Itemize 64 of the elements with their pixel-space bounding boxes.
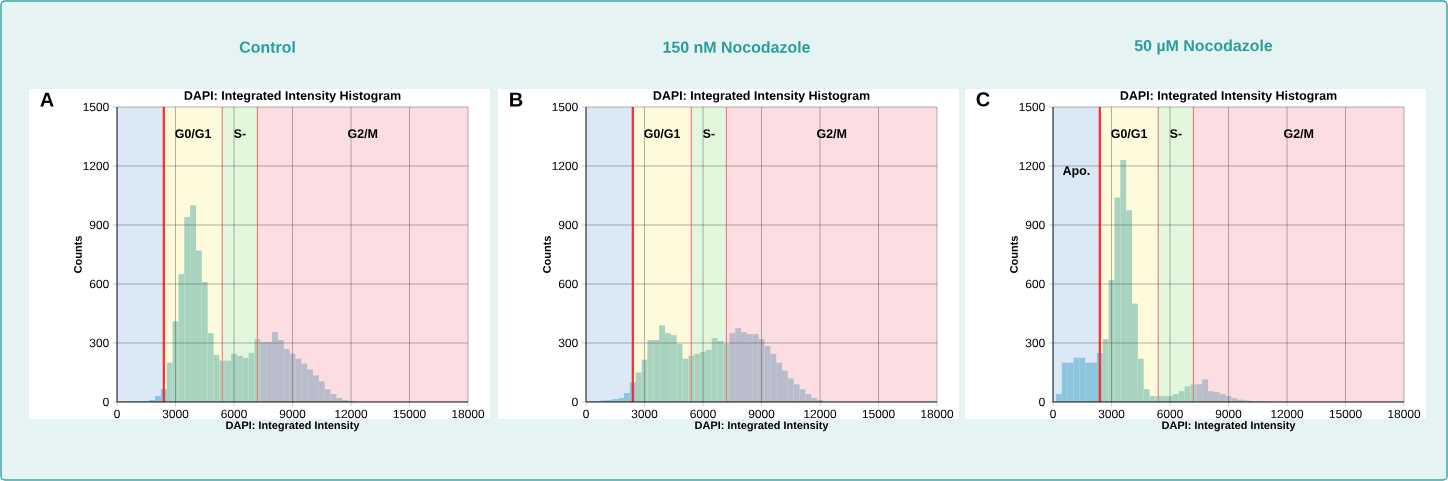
x-tick-label: 15000 bbox=[862, 409, 895, 419]
x-tick-label: 6000 bbox=[221, 409, 247, 419]
band-label: G0/G1 bbox=[175, 128, 212, 139]
x-axis-title: DAPI: Integrated Intensity bbox=[1162, 421, 1296, 432]
x-tick-label: 0 bbox=[114, 409, 120, 419]
y-tick-label: 0 bbox=[1039, 397, 1045, 407]
y-tick-label: 1500 bbox=[1019, 102, 1045, 112]
band-label: G0/G1 bbox=[1111, 128, 1148, 139]
x-tick-label: 0 bbox=[1050, 409, 1056, 419]
x-tick-label: 6000 bbox=[690, 409, 716, 419]
chart-title: 150 nM Nocodazole bbox=[663, 41, 810, 53]
y-tick-label: 1200 bbox=[83, 161, 109, 171]
y-tick-label: 300 bbox=[558, 338, 578, 348]
y-tick-label: 1500 bbox=[83, 102, 109, 112]
y-tick-label: 600 bbox=[89, 279, 109, 289]
x-axis-title: DAPI: Integrated Intensity bbox=[695, 421, 829, 432]
y-tick-label: 300 bbox=[1025, 338, 1045, 348]
y-tick-label: 900 bbox=[1025, 220, 1045, 230]
text: C bbox=[976, 92, 990, 107]
band-label: G0/G1 bbox=[644, 128, 681, 139]
y-tick-label: 1200 bbox=[1019, 161, 1045, 171]
x-tick-label: 9000 bbox=[748, 409, 775, 419]
x-tick-label: 0 bbox=[583, 409, 589, 419]
chart-title: Control bbox=[239, 41, 295, 53]
x-tick-label: 12000 bbox=[335, 409, 368, 419]
y-tick-label: 900 bbox=[89, 220, 109, 230]
y-tick-label: 300 bbox=[89, 338, 109, 348]
y-tick-label: 1200 bbox=[552, 161, 578, 171]
band-label: Apo. bbox=[1062, 166, 1090, 178]
y-tick-label: 1500 bbox=[552, 102, 578, 112]
x-tick-label: 9000 bbox=[1215, 409, 1242, 419]
band-label: G2/M bbox=[348, 128, 378, 139]
y-tick-label: 600 bbox=[1025, 279, 1045, 289]
band-label: S- bbox=[703, 129, 715, 138]
text: A bbox=[40, 92, 54, 107]
x-tick-label: 3000 bbox=[162, 409, 189, 419]
x-tick-label: 18000 bbox=[921, 409, 954, 419]
x-tick-label: 15000 bbox=[393, 409, 426, 419]
y-tick-label: 0 bbox=[572, 397, 578, 407]
y-tick-label: 0 bbox=[103, 397, 109, 407]
x-axis-title: DAPI: Integrated Intensity bbox=[226, 421, 360, 432]
y-tick-label: 600 bbox=[558, 279, 578, 289]
text: B bbox=[510, 92, 523, 107]
band-label: S- bbox=[1170, 129, 1182, 138]
band-label: G2/M bbox=[817, 128, 847, 139]
y-tick-label: 900 bbox=[558, 220, 578, 230]
x-tick-label: 12000 bbox=[1271, 409, 1304, 419]
x-tick-label: 3000 bbox=[631, 409, 658, 419]
y-axis-title: Counts bbox=[543, 236, 551, 273]
x-tick-label: 3000 bbox=[1098, 409, 1125, 419]
x-tick-label: 6000 bbox=[1157, 409, 1183, 419]
band-label: S- bbox=[234, 129, 246, 138]
x-tick-label: 18000 bbox=[452, 409, 485, 419]
y-axis-title: Counts bbox=[1010, 236, 1018, 273]
y-axis-title: Counts bbox=[74, 236, 82, 273]
x-tick-label: 18000 bbox=[1388, 409, 1421, 419]
x-tick-label: 12000 bbox=[804, 409, 837, 419]
chart-subtitle: DAPI: Integrated Intensity Histogram bbox=[184, 90, 401, 103]
band-label: G2/M bbox=[1284, 128, 1314, 139]
chart-subtitle: DAPI: Integrated Intensity Histogram bbox=[1120, 90, 1337, 103]
chart-subtitle: DAPI: Integrated Intensity Histogram bbox=[653, 90, 870, 103]
x-tick-label: 15000 bbox=[1329, 409, 1362, 419]
chart-title: 50 µM Nocodazole bbox=[1134, 39, 1273, 55]
x-tick-label: 9000 bbox=[279, 409, 306, 419]
